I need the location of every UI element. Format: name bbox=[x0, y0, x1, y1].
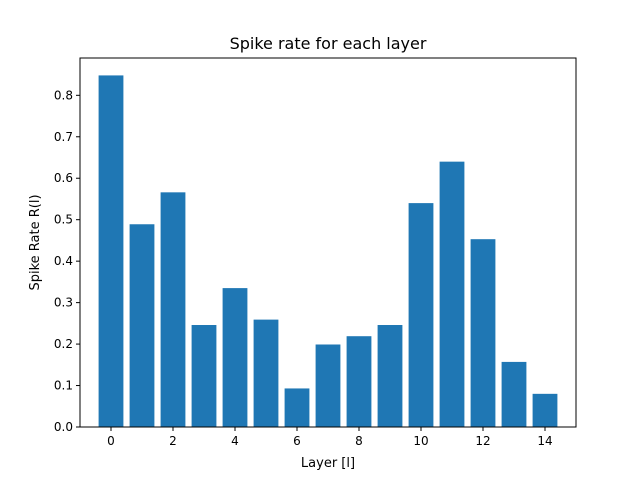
x-tick-label: 6 bbox=[293, 434, 301, 448]
x-tick-label: 2 bbox=[169, 434, 177, 448]
y-axis-ticks: 0.0 0.1 0.2 0.3 0.4 0.5 0.6 0.7 0.8 bbox=[54, 88, 80, 434]
bar-layer-11 bbox=[439, 161, 465, 428]
bar-layer-12 bbox=[470, 239, 496, 427]
bar-layer-1 bbox=[129, 224, 155, 427]
x-tick-label: 4 bbox=[231, 434, 239, 448]
y-tick-label: 0.0 bbox=[54, 420, 73, 434]
x-axis-label: Layer [l] bbox=[301, 456, 355, 471]
bar-layer-10 bbox=[408, 203, 434, 427]
x-tick-label: 0 bbox=[107, 434, 115, 448]
y-tick-label: 0.3 bbox=[54, 296, 73, 310]
chart-title: Spike rate for each layer bbox=[230, 34, 427, 53]
y-tick-label: 0.6 bbox=[54, 171, 73, 185]
x-axis-ticks: 0 2 4 6 8 10 12 14 bbox=[107, 427, 553, 448]
y-tick-label: 0.5 bbox=[54, 213, 73, 227]
bar-layer-6 bbox=[284, 388, 310, 427]
x-tick-label: 14 bbox=[537, 434, 552, 448]
y-tick-label: 0.8 bbox=[54, 88, 73, 102]
bar-layer-14 bbox=[532, 393, 558, 427]
x-tick-label: 12 bbox=[475, 434, 490, 448]
bars-group bbox=[98, 75, 558, 428]
y-tick-label: 0.1 bbox=[54, 379, 73, 393]
bar-layer-0 bbox=[98, 75, 124, 427]
bar-layer-2 bbox=[160, 192, 186, 427]
plot-frame bbox=[79, 57, 577, 428]
bar-layer-4 bbox=[222, 288, 248, 427]
bar-layer-8 bbox=[346, 336, 372, 427]
x-tick-label: 10 bbox=[413, 434, 428, 448]
y-tick-label: 0.7 bbox=[54, 130, 73, 144]
y-tick-label: 0.2 bbox=[54, 337, 73, 351]
x-tick-label: 8 bbox=[355, 434, 363, 448]
bar-layer-9 bbox=[377, 325, 403, 427]
bar-layer-3 bbox=[191, 325, 217, 427]
y-tick-label: 0.4 bbox=[54, 254, 73, 268]
y-axis-label: Spike Rate R(l) bbox=[28, 194, 43, 290]
bar-layer-5 bbox=[253, 319, 279, 427]
bar-layer-13 bbox=[501, 361, 527, 427]
bar-layer-7 bbox=[315, 344, 341, 427]
